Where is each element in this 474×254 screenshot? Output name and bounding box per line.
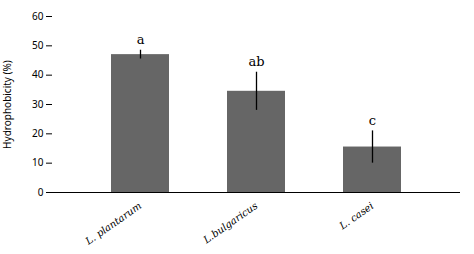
- svg-text:30: 30: [32, 97, 44, 111]
- svg-text:0: 0: [38, 185, 44, 199]
- svg-text:60: 60: [32, 9, 44, 23]
- svg-text:Hydrophobicity (%): Hydrophobicity (%): [0, 60, 14, 149]
- svg-text:ab: ab: [248, 54, 264, 69]
- svg-text:20: 20: [32, 126, 44, 140]
- svg-text:L. plantarum: L. plantarum: [83, 200, 144, 247]
- svg-text:c: c: [369, 113, 376, 128]
- svg-text:50: 50: [32, 38, 44, 52]
- svg-text:10: 10: [32, 155, 44, 169]
- svg-text:L.bulgaricus: L.bulgaricus: [200, 200, 259, 246]
- svg-text:a: a: [137, 32, 145, 47]
- svg-text:L. casei: L. casei: [337, 200, 376, 232]
- svg-text:40: 40: [32, 67, 44, 81]
